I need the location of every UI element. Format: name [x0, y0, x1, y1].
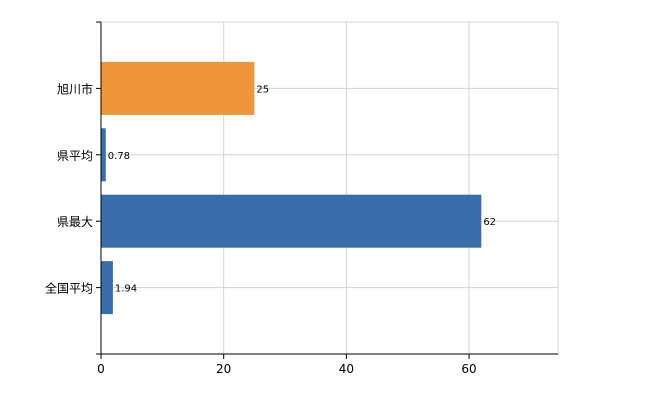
data-label-2: 0.78	[108, 151, 130, 162]
x-tick-label-4: 60	[461, 362, 476, 376]
y-tick-label-3: 県最大	[57, 215, 93, 229]
bar-1	[101, 61, 255, 115]
x-tick-label-1: 0	[97, 362, 105, 376]
axes	[96, 21, 558, 359]
bar-4	[101, 261, 113, 315]
data-label-3: 62	[483, 217, 496, 228]
y-tick-label-2: 県平均	[57, 149, 93, 163]
x-tick-label-3: 40	[339, 362, 354, 376]
x-tick-label-2: 20	[216, 362, 231, 376]
bar-3	[101, 194, 482, 248]
data-label-4: 1.94	[115, 284, 137, 295]
bars	[101, 61, 482, 315]
bar-2	[101, 128, 106, 182]
y-tick-label-4: 全国平均	[45, 281, 93, 296]
data-label-1: 25	[256, 84, 269, 95]
y-tick-label-1: 旭川市	[57, 81, 93, 96]
